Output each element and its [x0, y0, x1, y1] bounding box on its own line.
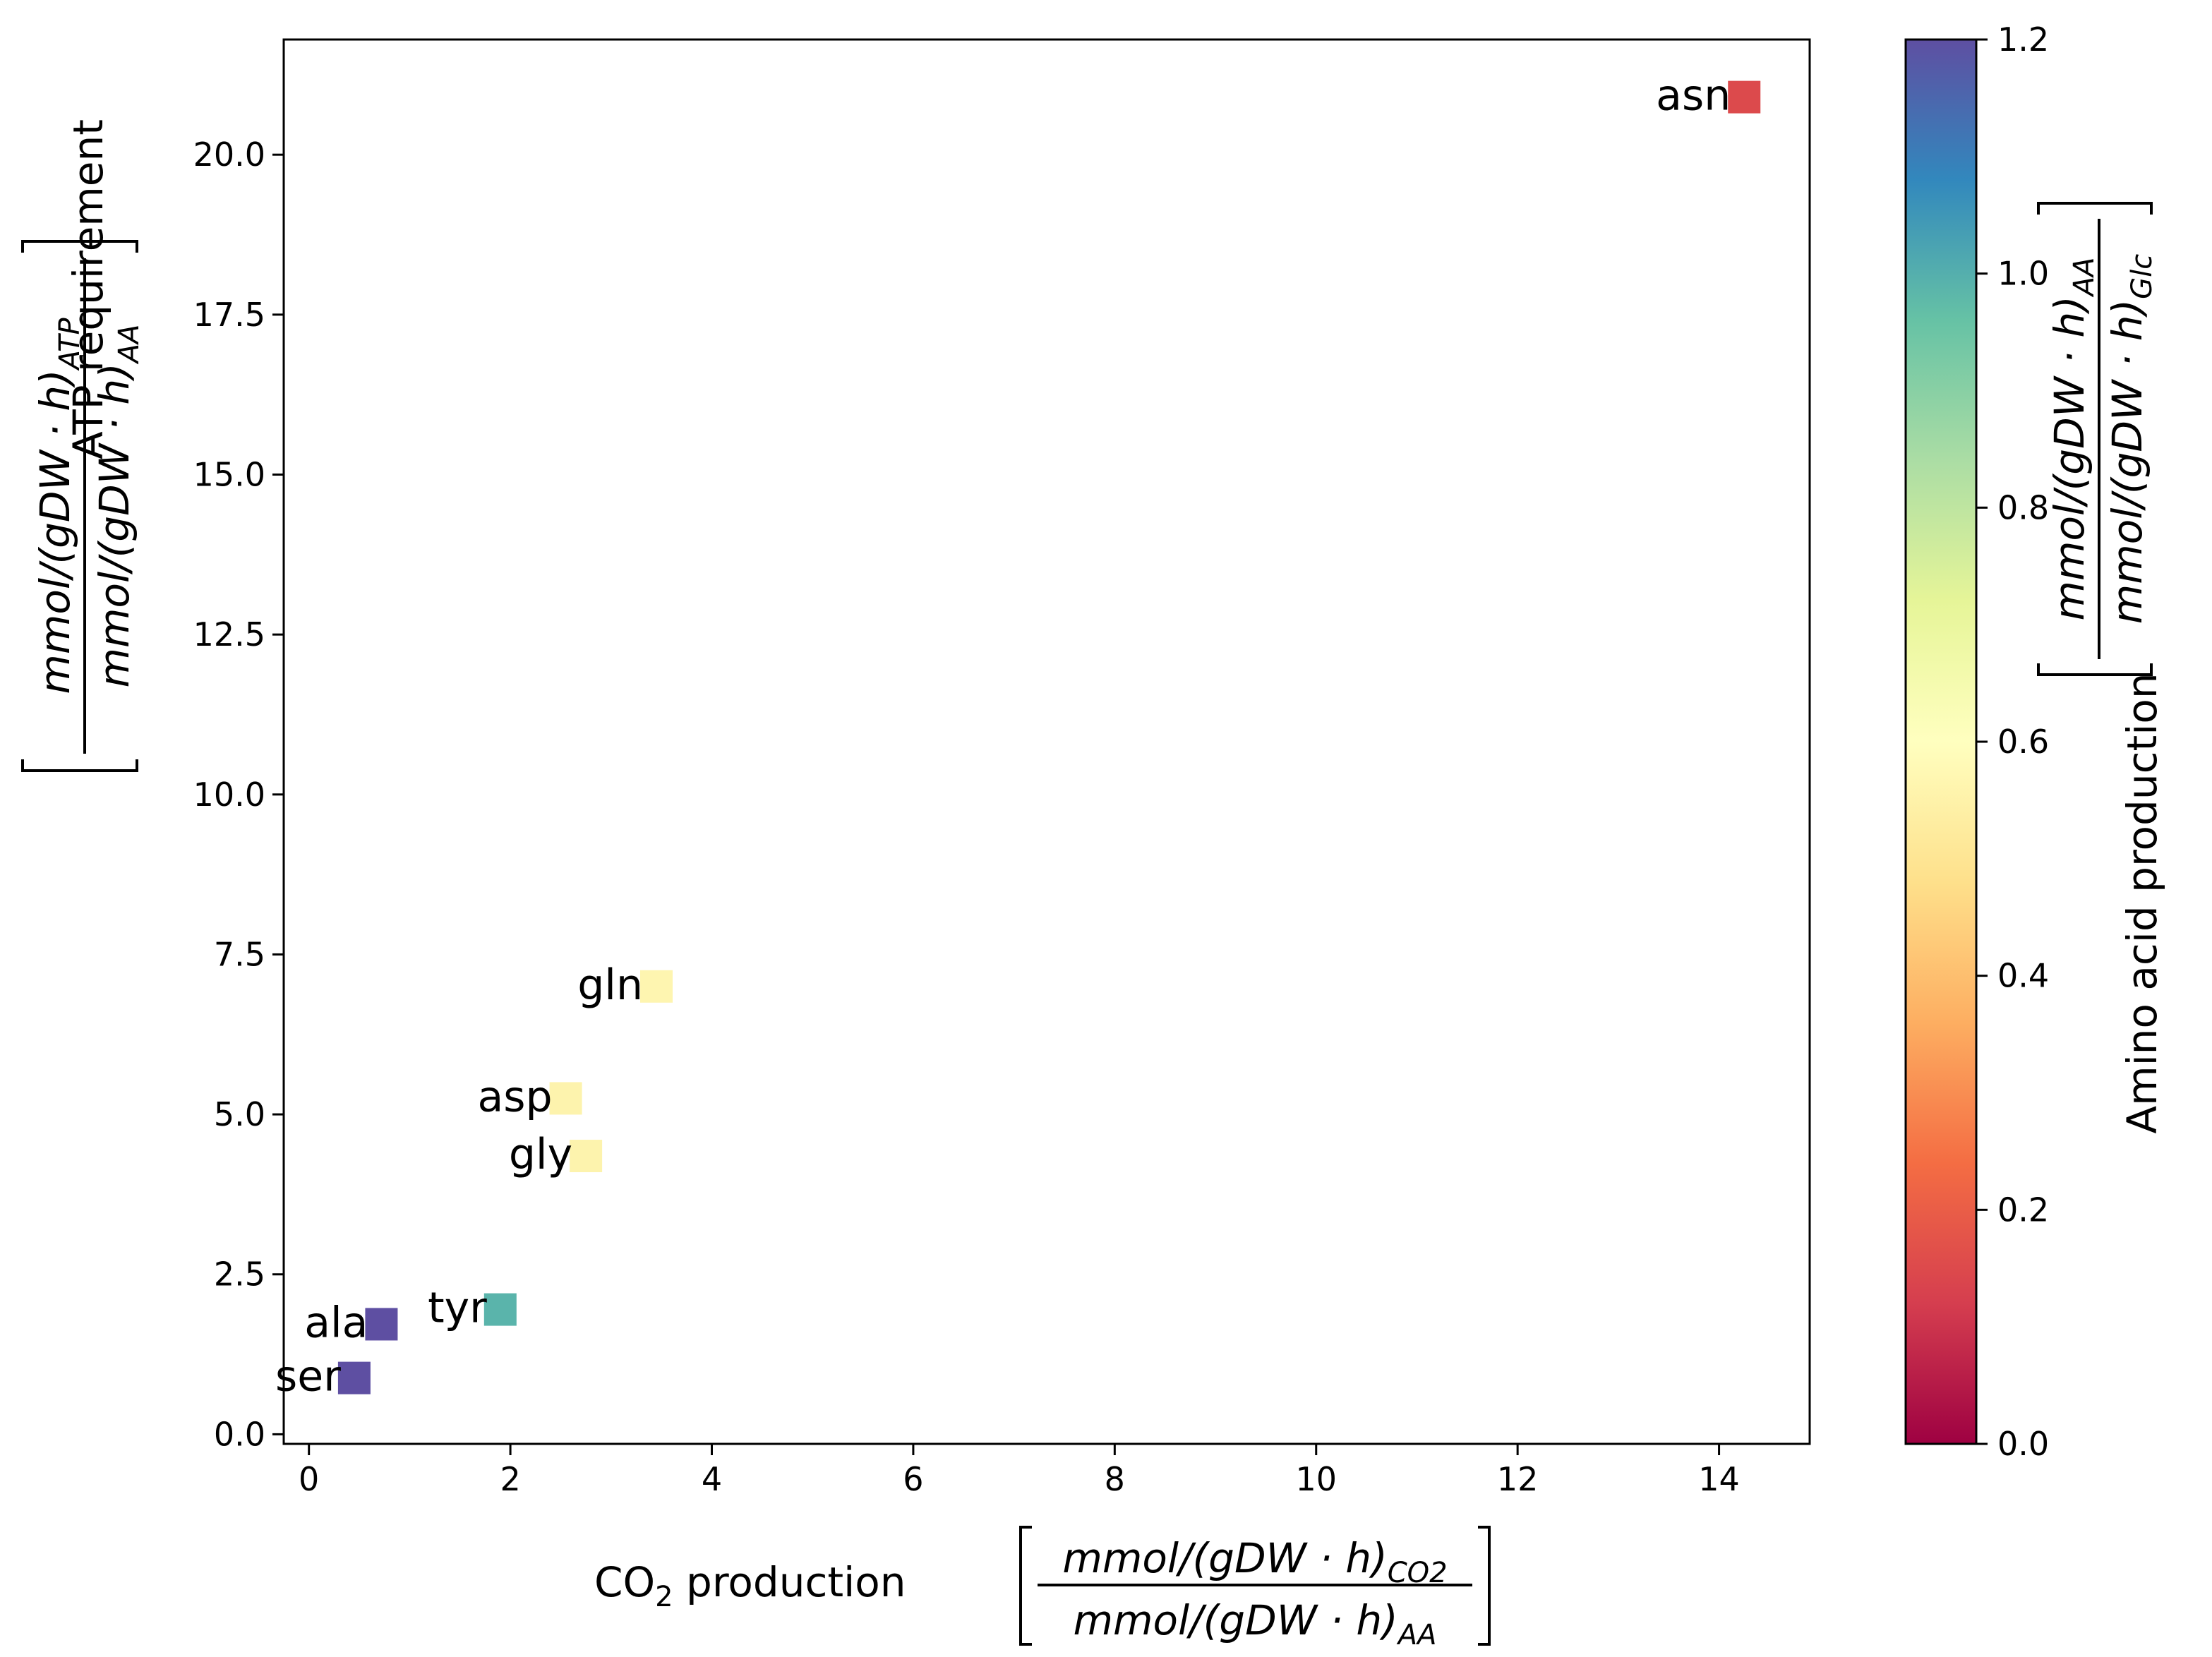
y-tick-label: 12.5 — [193, 615, 265, 653]
colorbar-tick-label: 0.6 — [1997, 723, 2049, 761]
point-gln — [640, 970, 673, 1003]
y-unit-right-bracket — [21, 240, 138, 253]
colorbar-tick-label: 0.2 — [1997, 1191, 2049, 1229]
colorbar-tick-label: 1.2 — [1997, 20, 2049, 59]
colorbar-tick-label: 1.0 — [1997, 255, 2049, 293]
cbar-unit-numerator: mmol/(gDW · h)AA — [2045, 257, 2100, 620]
y-unit-left-bracket — [21, 759, 138, 772]
x-axis-ticks: 0 2 4 6 8 10 12 14 — [299, 1444, 1740, 1498]
y-tick-label: 7.5 — [214, 935, 265, 973]
x-tick-label: 0 — [299, 1460, 319, 1498]
colorbar-ticks: 0.0 0.2 0.4 0.6 0.8 1.0 1.2 — [1976, 20, 2049, 1463]
y-axis-label: ATP requirement mmol/(gDW · h)ATP mmol/(… — [21, 119, 145, 772]
colorbar-label: Amino acid production mmol/(gDW · h)AA m… — [2037, 202, 2166, 1134]
x-unit-left-bracket — [1019, 1526, 1032, 1646]
y-tick-label: 0.0 — [214, 1415, 265, 1453]
cbar-unit-left-bracket — [2037, 663, 2153, 676]
y-tick-label: 20.0 — [193, 135, 265, 174]
colorbar-tick-label: 0.4 — [1997, 957, 2049, 995]
y-unit-numerator: mmol/(gDW · h)ATP — [31, 317, 86, 694]
point-label-gly: gly — [509, 1130, 572, 1179]
point-label-asn: asn — [1656, 71, 1731, 121]
point-asp — [549, 1082, 582, 1115]
y-axis-ticks: 0.0 2.5 5.0 7.5 10.0 12.5 15.0 17.5 20.0 — [193, 135, 284, 1453]
point-gly — [570, 1140, 603, 1173]
colorbar-tick-label: 0.0 — [1997, 1425, 2049, 1463]
x-tick-label: 6 — [903, 1460, 923, 1498]
point-ser — [337, 1361, 371, 1394]
colorbar — [1904, 38, 1978, 1445]
point-tyr — [483, 1293, 517, 1326]
colorbar-label-text: Amino acid production — [2118, 673, 2166, 1133]
x-tick-label: 8 — [1105, 1460, 1125, 1498]
y-tick-label: 2.5 — [214, 1255, 265, 1294]
x-axis-label-prefix: CO2 production — [594, 1558, 906, 1613]
point-asn — [1728, 80, 1761, 114]
colorbar-tick-label: 0.8 — [1997, 488, 2049, 526]
x-tick-label: 12 — [1497, 1460, 1539, 1498]
y-tick-label: 17.5 — [193, 296, 265, 334]
y-axis-label-text: ATP requirement — [64, 119, 112, 459]
data-points: asn gln asp gly tyr ala ser — [275, 71, 1761, 1402]
point-label-gln: gln — [577, 960, 643, 1010]
x-tick-label: 14 — [1698, 1460, 1740, 1498]
point-label-ala: ala — [304, 1298, 368, 1347]
y-tick-label: 5.0 — [214, 1095, 265, 1133]
y-tick-label: 15.0 — [193, 455, 265, 493]
point-label-asp: asp — [477, 1072, 552, 1121]
plot-area — [282, 38, 1811, 1445]
y-tick-label: 10.0 — [193, 776, 265, 814]
point-ala — [365, 1308, 398, 1341]
cbar-unit-right-bracket — [2037, 202, 2153, 215]
cbar-unit-denominator: mmol/(gDW · h)Glc — [2103, 254, 2158, 624]
point-label-ser: ser — [275, 1352, 341, 1402]
x-unit-right-bracket — [1478, 1526, 1491, 1646]
x-tick-label: 2 — [500, 1460, 520, 1498]
x-unit-denominator: mmol/(gDW · h)AA — [1073, 1596, 1436, 1651]
point-label-tyr: tyr — [428, 1284, 487, 1333]
x-tick-label: 10 — [1295, 1460, 1337, 1498]
x-unit-numerator: mmol/(gDW · h)CO2 — [1062, 1534, 1447, 1589]
x-tick-label: 4 — [702, 1460, 722, 1498]
y-unit-denominator: mmol/(gDW · h)AA — [90, 324, 145, 687]
x-axis-label: CO2 production mmol/(gDW · h)CO2 mmol/(g… — [594, 1526, 1491, 1651]
